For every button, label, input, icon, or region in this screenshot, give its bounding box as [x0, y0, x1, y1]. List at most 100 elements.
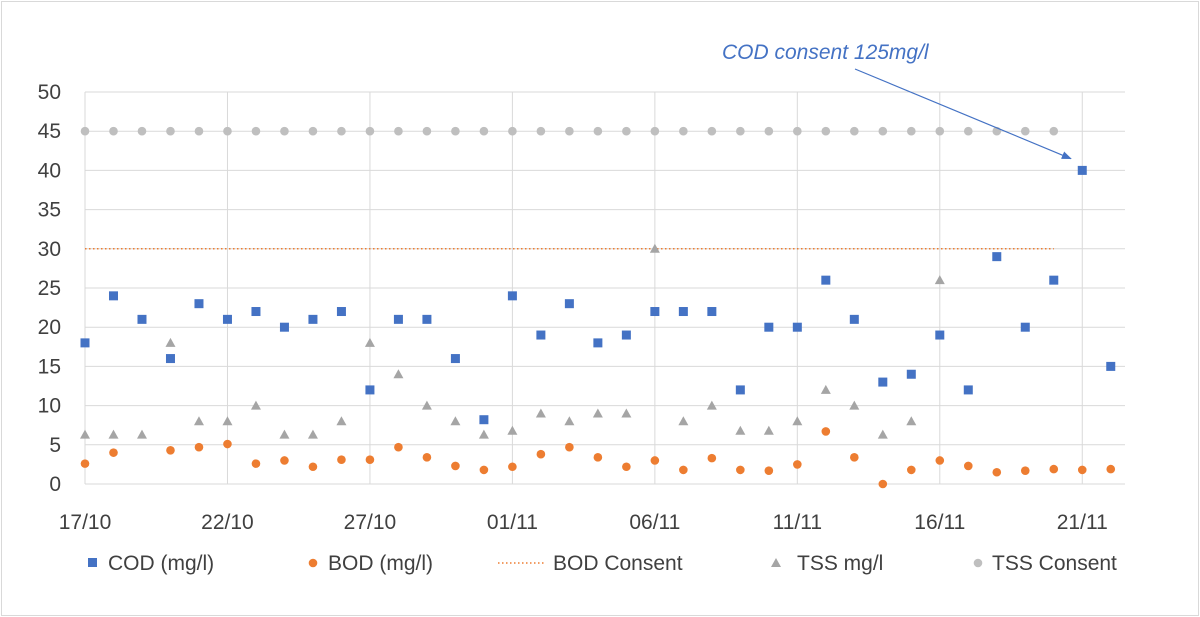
tss-point — [763, 425, 774, 435]
series-tss-mg-l — [80, 243, 945, 439]
series-tss-consent — [80, 126, 1059, 136]
tss-point — [279, 429, 290, 439]
x-tick-label: 21/11 — [1057, 511, 1108, 534]
bod-mg-l-point — [793, 460, 802, 469]
legend-symbol-tss — [771, 558, 781, 567]
bod-mg-l-point — [508, 462, 517, 472]
cod-point — [80, 338, 90, 348]
cod-point — [165, 354, 175, 364]
tss-consent-point — [508, 126, 517, 136]
tss-consent-point — [80, 126, 90, 136]
cod-point — [1049, 275, 1059, 285]
bod-mg-l-point — [223, 439, 232, 449]
tss-point — [80, 429, 90, 439]
tss-point — [678, 416, 689, 426]
cod-point — [621, 330, 631, 340]
tss-consent-point — [194, 126, 204, 136]
y-tick-label: 45 — [38, 120, 61, 143]
cod-point — [707, 307, 717, 317]
tss-point — [222, 416, 233, 426]
tss-point — [478, 429, 489, 439]
tss-point — [564, 416, 575, 426]
tss-consent-point — [451, 126, 460, 136]
tss-consent-point — [850, 126, 859, 136]
bod-mg-l-point — [736, 465, 745, 475]
bod-mg-l-point — [878, 479, 888, 489]
tss-consent-point — [280, 126, 289, 136]
legend-label-bod-consent: BOD Consent — [553, 552, 683, 575]
tss-point — [535, 408, 546, 418]
tss-consent-point — [679, 126, 688, 136]
tss-consent-point — [394, 126, 403, 136]
data-series — [80, 126, 1116, 489]
tss-point — [136, 429, 147, 439]
x-tick-label: 11/11 — [773, 511, 822, 534]
y-tick-label: 20 — [38, 316, 61, 339]
legend-label-tss-consent: TSS Consent — [992, 552, 1117, 575]
tss-point — [250, 400, 261, 410]
tss-point — [108, 429, 119, 439]
legend-item-bod: BOD (mg/l) — [308, 552, 433, 575]
legend-label-bod: BOD (mg/l) — [328, 552, 433, 575]
bod-mg-l-point — [821, 427, 831, 436]
cod-point — [821, 275, 831, 285]
bod-mg-l-point — [80, 459, 90, 468]
y-tick-label: 50 — [38, 81, 61, 104]
bod-mg-l-point — [935, 456, 945, 465]
tss-consent-point — [907, 126, 916, 136]
tss-consent-point — [1020, 126, 1030, 136]
cod-point — [536, 330, 546, 340]
tss-consent-point — [963, 126, 973, 136]
tss-consent-point — [764, 126, 774, 136]
tss-point — [649, 243, 660, 253]
y-tick-label: 0 — [49, 473, 61, 496]
tss-point — [307, 429, 318, 439]
series-cod-mg-l — [80, 165, 1116, 425]
tss-consent-point — [736, 126, 745, 136]
cod-consent-annotation: COD consent 125mg/l — [722, 41, 1072, 160]
tss-consent-point — [536, 126, 546, 136]
bod-mg-l-point — [422, 453, 432, 462]
cod-point — [650, 307, 660, 317]
tss-consent-point — [878, 126, 888, 136]
bod-mg-l-point — [1049, 464, 1059, 474]
bod-mg-l-point — [565, 442, 574, 452]
cod-point — [878, 377, 888, 387]
cod-point — [735, 385, 745, 395]
cod-point — [935, 330, 945, 340]
cod-point — [308, 314, 318, 324]
tss-point — [193, 416, 204, 426]
y-tick-label: 10 — [38, 395, 61, 418]
cod-point — [1077, 165, 1087, 175]
bod-mg-l-point — [650, 456, 660, 465]
bod-mg-l-point — [593, 453, 603, 462]
tss-consent-point — [650, 126, 660, 136]
bod-mg-l-point — [622, 462, 631, 472]
cod-point — [137, 314, 147, 324]
tss-point — [621, 408, 632, 418]
tss-point — [820, 384, 831, 394]
x-tick-label: 16/11 — [914, 511, 965, 534]
bod-mg-l-point — [166, 445, 175, 455]
bod-mg-l-point — [337, 455, 346, 464]
cod-point — [792, 322, 802, 332]
legend-symbol-cod — [88, 558, 97, 567]
x-tick-label: 01/11 — [487, 511, 538, 534]
cod-point — [678, 307, 688, 317]
bod-mg-l-point — [963, 461, 973, 471]
annotation-arrow — [854, 68, 1072, 160]
tss-point — [507, 425, 518, 435]
tss-consent-point — [565, 126, 574, 136]
cod-point — [279, 322, 289, 332]
legend-symbol-bod — [308, 558, 318, 568]
tss-point — [336, 416, 347, 426]
bod-mg-l-point — [1077, 465, 1087, 475]
bod-mg-l-point — [308, 462, 318, 472]
cod-point — [1106, 361, 1116, 371]
legend-symbol-tss-consent — [973, 558, 983, 568]
tss-point — [934, 275, 945, 285]
cod-point — [992, 252, 1002, 262]
tss-consent-point — [137, 126, 147, 136]
cod-point — [422, 314, 432, 324]
